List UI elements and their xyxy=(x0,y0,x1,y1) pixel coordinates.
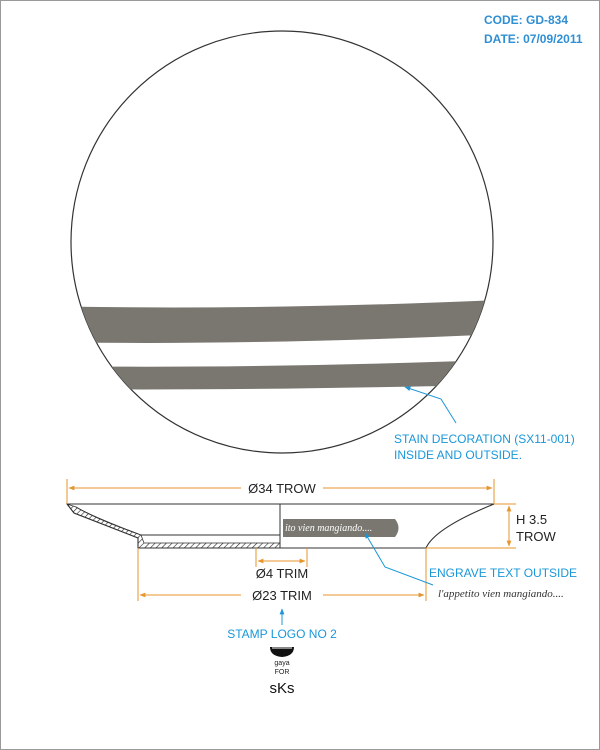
stamp-note: STAMP LOGO NO 2 xyxy=(227,627,337,641)
stain-leader-line xyxy=(404,386,457,424)
dimension-foot: Ø4 TRIM xyxy=(256,558,309,581)
stain-band-lower xyxy=(71,359,493,390)
dim-height-label-2: TROW xyxy=(516,529,556,544)
section-hatch xyxy=(65,503,281,549)
dim-base-label: Ø23 TRIM xyxy=(252,588,312,603)
plate-outline xyxy=(70,30,494,454)
dim-top-label: Ø34 TROW xyxy=(248,481,316,496)
plate-inner-profile xyxy=(75,506,280,536)
engrave-leader-line xyxy=(364,532,434,586)
engrave-sample-text: l'appetito vien mangiando.... xyxy=(438,588,564,600)
stain-note-line2: INSIDE AND OUTSIDE. xyxy=(394,448,522,462)
engrave-text-on-plate: ito vien mangiando.... xyxy=(285,523,372,534)
stain-note-line1: STAIN DECORATION (SX11-001) xyxy=(394,432,575,446)
dimension-base: Ø23 TRIM xyxy=(137,548,427,603)
drawing-date: DATE: 07/09/2011 xyxy=(484,32,583,46)
stain-band-upper xyxy=(71,299,493,343)
product-code: CODE: GD-834 xyxy=(484,13,569,27)
plate-top-view xyxy=(70,30,494,454)
stamp-logo-callout: STAMP LOGO NO 2 xyxy=(227,608,337,641)
stain-decoration-callout: STAIN DECORATION (SX11-001) INSIDE AND O… xyxy=(394,386,575,462)
engrave-note: ENGRAVE TEXT OUTSIDE xyxy=(429,566,577,580)
plate-side-section: ito vien mangiando.... xyxy=(65,503,495,567)
logo-line-2: FOR xyxy=(275,669,290,676)
dim-foot-label: Ø4 TRIM xyxy=(256,566,309,581)
bowl-icon xyxy=(270,647,294,657)
dim-height-label-1: H 3.5 xyxy=(516,512,547,527)
logo-line-1: gaya xyxy=(274,660,289,667)
logo-brand: sKs xyxy=(269,680,294,697)
dimension-diameter-top: Ø34 TROW xyxy=(66,479,495,504)
dimension-height: H 3.5 TROW xyxy=(426,503,556,549)
stamp-logo: gaya FOR sKs xyxy=(269,647,295,697)
engrave-text-callout: ENGRAVE TEXT OUTSIDE l'appetito vien man… xyxy=(364,532,577,600)
